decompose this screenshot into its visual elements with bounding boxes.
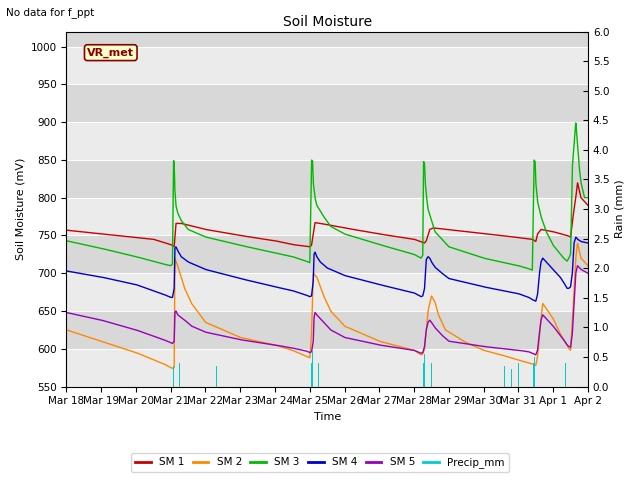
Bar (67, 311, 588, 349)
Y-axis label: Soil Moisture (mV): Soil Moisture (mV) (15, 158, 25, 260)
Y-axis label: Rain (mm): Rain (mm) (615, 180, 625, 239)
Bar (67, 236, 588, 273)
Bar (67, 84, 588, 122)
Legend: SM 1, SM 2, SM 3, SM 4, SM 5, Precip_mm: SM 1, SM 2, SM 3, SM 4, SM 5, Precip_mm (131, 453, 509, 472)
Text: VR_met: VR_met (87, 48, 134, 58)
Text: No data for f_ppt: No data for f_ppt (6, 7, 95, 18)
Bar (67, 273, 588, 311)
Bar (67, 47, 588, 84)
Bar (67, 198, 588, 236)
Bar (67, 349, 588, 386)
Bar (67, 160, 588, 198)
Title: Soil Moisture: Soil Moisture (283, 15, 372, 29)
Bar (67, 122, 588, 160)
X-axis label: Time: Time (314, 412, 341, 422)
Bar (67, 9, 588, 47)
